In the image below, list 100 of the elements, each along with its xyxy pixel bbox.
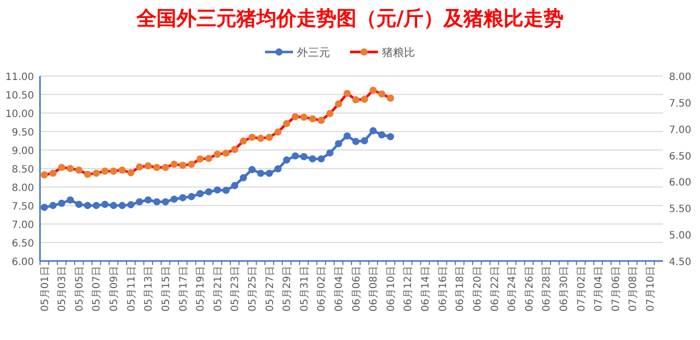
x-tick-label: 06月22日 [490, 266, 501, 312]
y2-tick-label: 7.50 [669, 98, 692, 110]
point [360, 96, 368, 103]
point [144, 162, 152, 170]
y-tick-label: 7.00 [12, 220, 34, 231]
point [344, 132, 351, 140]
point [283, 120, 290, 128]
point [118, 202, 126, 210]
x-tick-label: 05月21日 [212, 266, 224, 312]
x-tick-label: 06月24日 [507, 266, 518, 312]
y-tick-label: 9.50 [12, 128, 34, 138]
point [308, 155, 316, 162]
point [248, 134, 256, 141]
x-tick-label: 05月25日 [247, 266, 258, 312]
point [334, 140, 342, 148]
point [240, 137, 247, 145]
point [378, 90, 386, 98]
x-tick-label: 07月08日 [628, 266, 640, 312]
point [110, 202, 118, 210]
point [179, 162, 186, 169]
x-tick-label: 05月23日 [230, 266, 242, 312]
point [274, 128, 282, 136]
x-tick-label: 05月07日 [92, 266, 103, 312]
point [127, 201, 134, 208]
x-tick-label: 06月04日 [334, 266, 346, 312]
point [58, 200, 66, 207]
x-tick-label: 05月05日 [74, 266, 86, 312]
y2-tick-label: 5.50 [669, 204, 692, 216]
point [257, 134, 264, 142]
point [205, 188, 212, 196]
y-tick-label: 11.00 [5, 72, 34, 83]
point [222, 186, 230, 194]
point [101, 200, 108, 208]
y-tick-label: 10.50 [5, 90, 34, 102]
point [266, 134, 273, 141]
point [283, 156, 290, 164]
point [222, 150, 230, 157]
y-tick-label: 8.00 [12, 183, 34, 194]
x-tick-label: 05月01日 [40, 266, 51, 312]
point [318, 116, 325, 124]
x-tick-label: 05月29日 [282, 266, 294, 312]
x-tick-label: 06月28日 [542, 266, 553, 312]
x-tick-label: 05月03日 [57, 266, 68, 312]
point [344, 90, 351, 98]
x-tick-label: 05月19日 [196, 266, 207, 312]
point [75, 200, 83, 208]
x-tick-label: 05月09日 [109, 266, 120, 312]
legend-item: 猪粮比 [350, 46, 415, 59]
point [257, 170, 264, 177]
legend-label: 猪粮比 [382, 46, 415, 59]
x-tick-label: 06月20日 [472, 266, 484, 312]
y-tick-label: 7.50 [12, 202, 34, 212]
x-tick-label: 06月06日 [351, 266, 362, 312]
point [170, 160, 178, 168]
legend-label: 外三元 [297, 46, 330, 59]
point [49, 202, 57, 210]
y2-tick-label: 6.50 [669, 151, 692, 162]
point [326, 149, 334, 157]
point [240, 174, 247, 182]
y-tick-label: 6.00 [12, 257, 34, 268]
point [110, 168, 118, 175]
point [92, 170, 100, 177]
x-tick-label: 05月17日 [178, 266, 190, 312]
point [162, 198, 170, 206]
point [153, 198, 160, 206]
x-tick-label: 06月08日 [368, 266, 380, 312]
point [196, 155, 204, 163]
point [196, 190, 204, 198]
point [326, 110, 334, 118]
point [352, 96, 360, 104]
y-tick-label: 8.50 [12, 164, 34, 176]
point [231, 182, 238, 190]
point [162, 164, 170, 172]
point [300, 153, 308, 160]
point [214, 150, 221, 158]
x-tick-label: 07月06日 [610, 266, 622, 312]
x-tick-label: 05月11日 [126, 266, 138, 312]
point [214, 186, 221, 194]
point [360, 137, 368, 144]
point [75, 166, 83, 174]
x-tick-label: 06月16日 [438, 266, 449, 312]
x-tick-label: 06月26日 [524, 266, 536, 312]
x-tick-label: 05月27日 [264, 266, 276, 312]
point [118, 166, 126, 174]
point [386, 94, 394, 102]
x-tick-label: 07月10日 [646, 266, 657, 312]
point [292, 113, 299, 120]
point [205, 154, 212, 162]
legend-item: 外三元 [265, 46, 330, 59]
point [49, 170, 57, 177]
point [136, 198, 144, 206]
point [274, 165, 282, 172]
point [179, 194, 186, 202]
point [292, 152, 299, 160]
point [378, 131, 386, 138]
point [66, 164, 74, 172]
x-tick-label: 06月14日 [420, 266, 432, 312]
y-tick-label: 10.00 [5, 109, 34, 120]
x-tick-label: 06月30日 [558, 266, 570, 312]
point [144, 196, 152, 204]
